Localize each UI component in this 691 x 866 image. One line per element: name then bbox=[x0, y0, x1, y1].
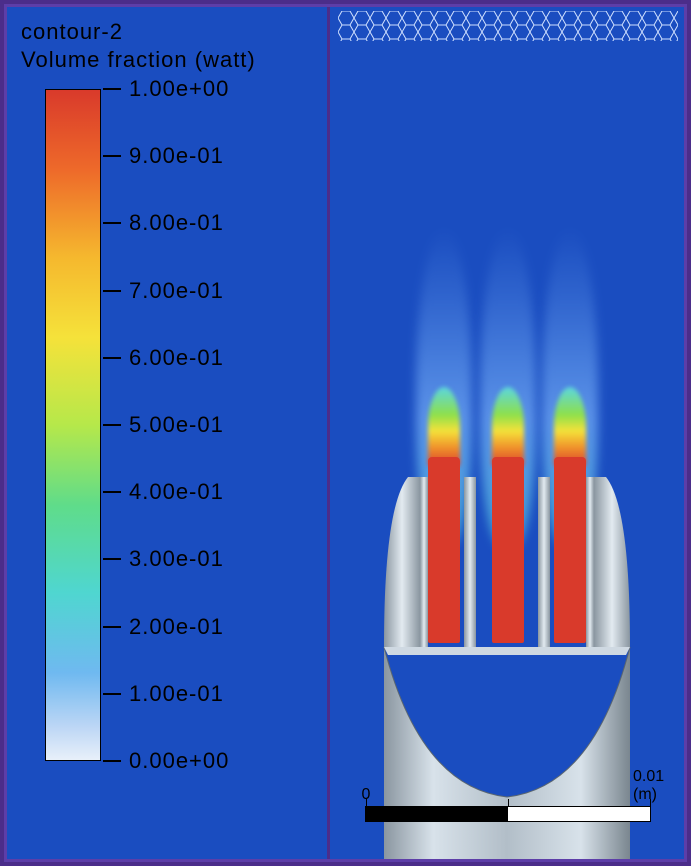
colorbar-ticks: 1.00e+009.00e-018.00e-017.00e-016.00e-01… bbox=[103, 89, 303, 761]
nozzle-geometry bbox=[330, 7, 684, 859]
ruler-tick bbox=[366, 799, 367, 807]
colorbar-tick: 1.00e-01 bbox=[103, 681, 224, 707]
ruler-tick bbox=[650, 799, 651, 807]
tick-label: 2.00e-01 bbox=[129, 614, 224, 640]
ruler-segment bbox=[508, 807, 650, 821]
tick-label: 8.00e-01 bbox=[129, 210, 224, 236]
colorbar-tick: 2.00e-01 bbox=[103, 614, 224, 640]
legend-panel: contour-2 Volume fraction (watt) 1.00e+0… bbox=[7, 7, 327, 859]
simulation-panel: 00.01 (m) bbox=[330, 7, 684, 859]
colorbar-tick: 9.00e-01 bbox=[103, 143, 224, 169]
ruler-tick bbox=[508, 799, 509, 807]
legend-title-line2: Volume fraction (watt) bbox=[21, 47, 256, 73]
legend-title-line1: contour-2 bbox=[21, 19, 123, 45]
tick-label: 0.00e+00 bbox=[129, 748, 229, 774]
tick-label: 9.00e-01 bbox=[129, 143, 224, 169]
tick-label: 6.00e-01 bbox=[129, 345, 224, 371]
colorbar-tick: 7.00e-01 bbox=[103, 278, 224, 304]
colorbar-tick: 4.00e-01 bbox=[103, 479, 224, 505]
colorbar-tick: 1.00e+00 bbox=[103, 76, 229, 102]
tick-label: 4.00e-01 bbox=[129, 479, 224, 505]
tick-label: 5.00e-01 bbox=[129, 412, 224, 438]
ruler-segment bbox=[366, 807, 508, 821]
tick-label: 1.00e+00 bbox=[129, 76, 229, 102]
colorbar-tick: 3.00e-01 bbox=[103, 546, 224, 572]
colorbar-tick: 8.00e-01 bbox=[103, 210, 224, 236]
colorbar bbox=[45, 89, 101, 761]
tick-label: 3.00e-01 bbox=[129, 546, 224, 572]
colorbar-tick: 6.00e-01 bbox=[103, 345, 224, 371]
colorbar-tick: 5.00e-01 bbox=[103, 412, 224, 438]
tick-label: 1.00e-01 bbox=[129, 681, 224, 707]
tick-label: 7.00e-01 bbox=[129, 278, 224, 304]
colorbar-tick: 0.00e+00 bbox=[103, 748, 229, 774]
